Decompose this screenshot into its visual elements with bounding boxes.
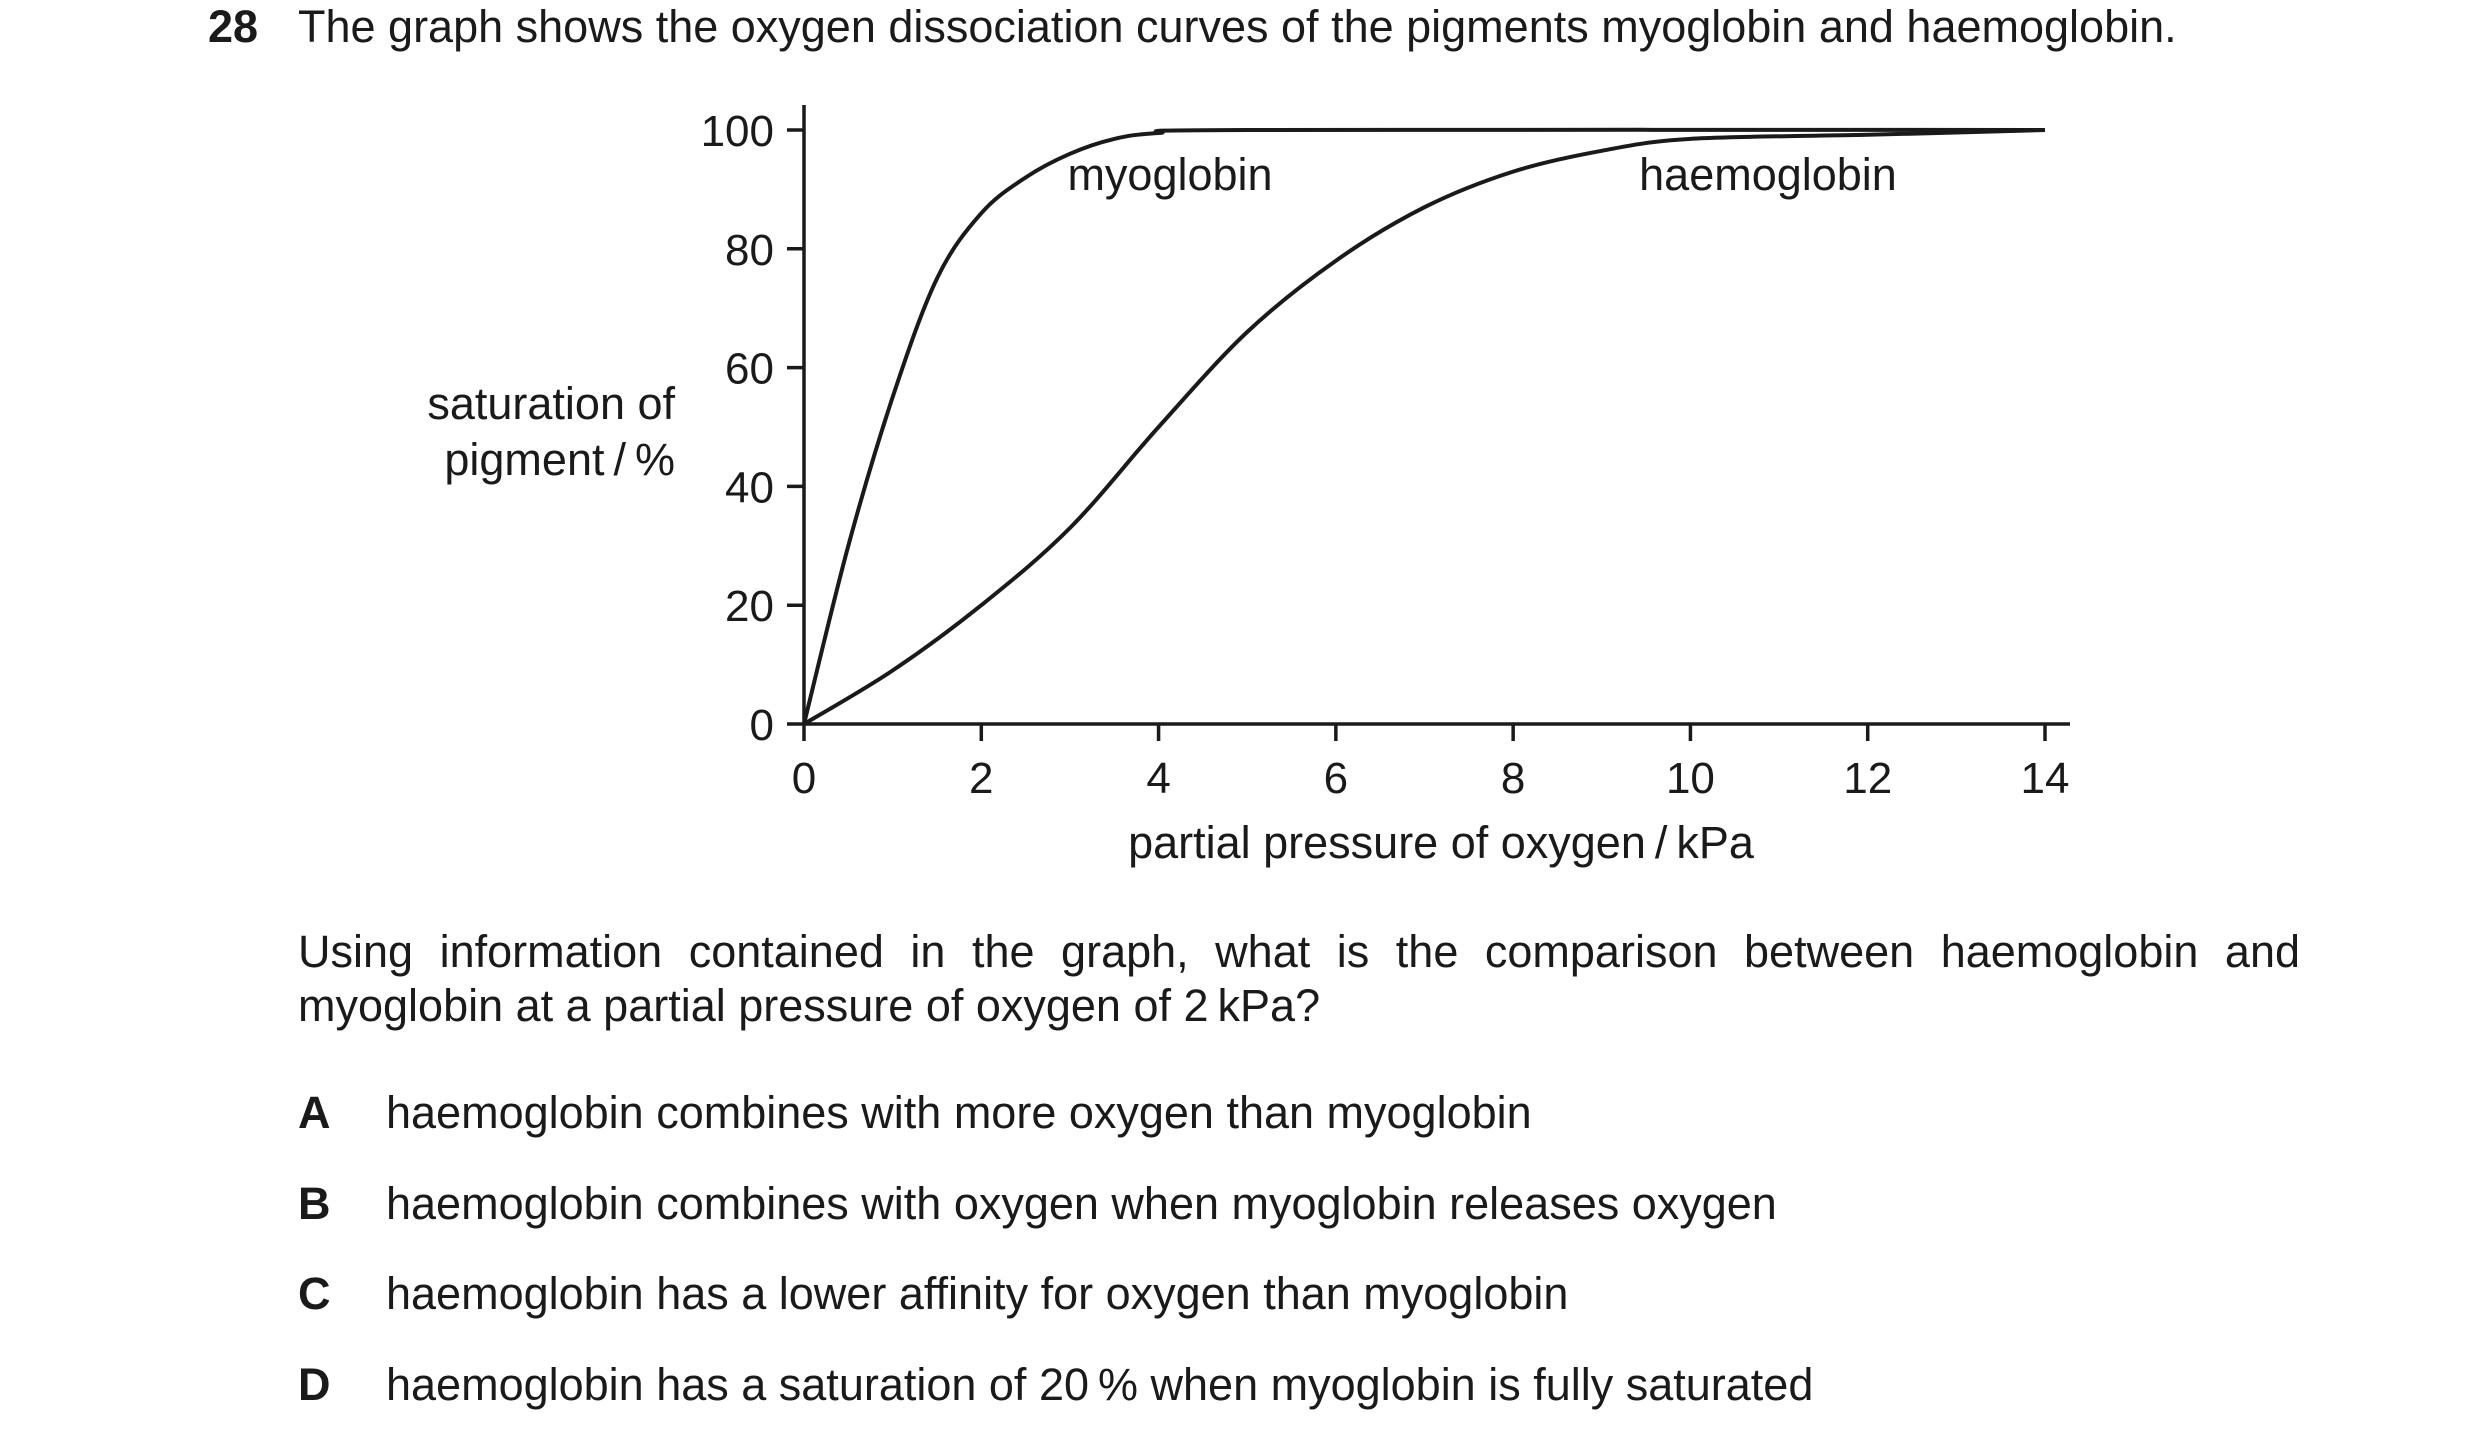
option-text: haemoglobin has a saturation of 20 % whe…: [386, 1359, 1814, 1410]
haemoglobin-curve-label: haemoglobin: [1639, 149, 1897, 200]
option-letter: A: [298, 1087, 331, 1138]
y-tick-label: 100: [701, 107, 774, 156]
y-axis-title-line: saturation of: [427, 378, 675, 429]
option-letter: B: [298, 1178, 331, 1229]
oxygen-dissociation-graph: 0 2 4 6 8 10 12 14 0 20 40 60 80 100 myoglobin haemoglo…: [427, 105, 2070, 868]
y-tick-label: 80: [725, 226, 774, 275]
question-number: 28: [208, 1, 259, 52]
option-text: haemoglobin combines with more oxygen th…: [386, 1087, 1532, 1138]
myoglobin-curve: [802, 127, 2046, 725]
x-tick-label: 12: [1843, 754, 1892, 803]
y-axis-title-line: pigment / %: [444, 434, 675, 485]
option-letter: D: [298, 1359, 331, 1410]
question-stem: The graph shows the oxygen dissociation …: [298, 1, 2177, 52]
curves-group: [802, 127, 2046, 726]
x-tick-label: 8: [1501, 754, 1525, 803]
y-tick-label: 0: [750, 701, 774, 750]
x-tick-label: 14: [2021, 754, 2070, 803]
axes-group: [787, 105, 2070, 741]
x-tick-label: 6: [1324, 754, 1348, 803]
option-text: haemoglobin combines with oxygen when my…: [386, 1178, 1777, 1229]
haemoglobin-curve: [802, 128, 2046, 726]
option-letter: C: [298, 1268, 331, 1319]
y-tick-label: 60: [725, 345, 774, 394]
option-text: haemoglobin has a lower affinity for oxy…: [386, 1268, 1569, 1319]
myoglobin-curve-label: myoglobin: [1067, 149, 1272, 200]
y-tick-label: 40: [725, 463, 774, 512]
x-tick-label: 4: [1146, 754, 1170, 803]
x-tick-label: 10: [1666, 754, 1715, 803]
x-tick-label: 0: [792, 754, 816, 803]
question-text: Using information contained in the graph…: [298, 926, 2300, 1031]
x-axis-title: partial pressure of oxygen / kPa: [1128, 817, 1755, 868]
labels-group: 0 2 4 6 8 10 12 14 0 20 40 60 80 100 myoglobin haemoglo…: [427, 107, 2069, 868]
y-tick-label: 20: [725, 582, 774, 631]
x-tick-label: 2: [969, 754, 993, 803]
